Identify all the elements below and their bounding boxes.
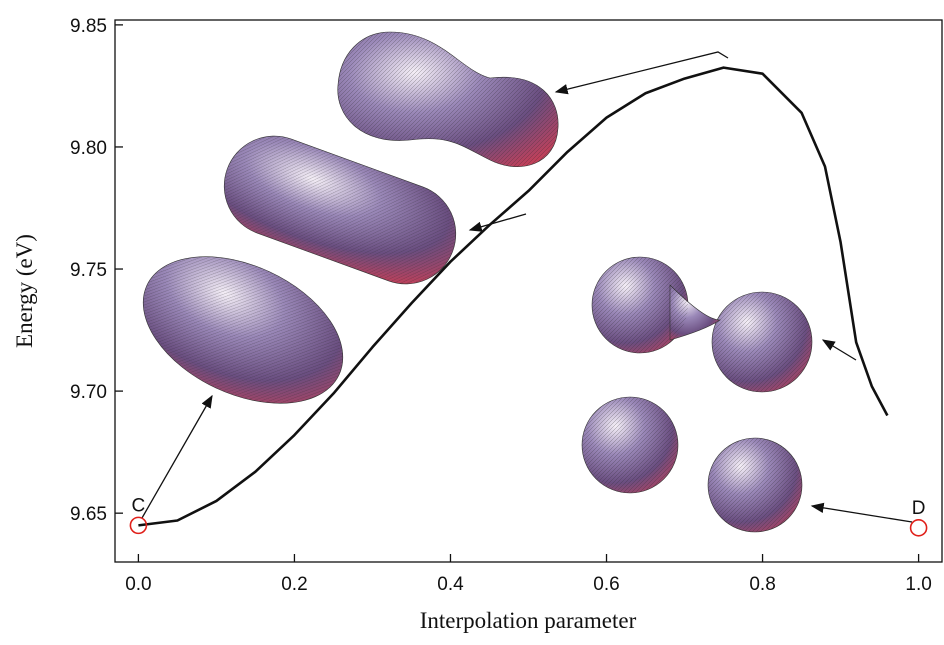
endpoint-marker [909, 519, 928, 537]
y-tick-label: 9.70 [70, 382, 107, 403]
plot-frame [114, 19, 943, 563]
illustrations [142, 31, 813, 533]
y-tick-label: 9.80 [70, 138, 107, 159]
endpoint-marker [129, 516, 148, 535]
arrow [468, 213, 527, 232]
capsule-shape [223, 135, 457, 285]
x-tick-label: 0.2 [281, 574, 307, 595]
endpoint-label: D [912, 498, 926, 519]
arrow [821, 339, 857, 361]
y-tick-label: 9.75 [70, 260, 107, 281]
arrows [141, 51, 913, 523]
y-axis-title: Energy (eV) [12, 234, 37, 348]
arrow [554, 51, 729, 95]
endpoint-label: C [132, 495, 146, 516]
x-axis-title: Interpolation parameter [420, 608, 637, 633]
y-tick-label: 9.65 [70, 504, 107, 525]
y-tick-label: 9.85 [70, 16, 107, 37]
x-tick-label: 1.0 [905, 574, 931, 595]
arrow [141, 394, 213, 519]
necked-spheres [591, 256, 813, 393]
ellipsoid-shape [142, 256, 344, 404]
peanut-shape [337, 31, 559, 167]
energy-line [138, 66, 889, 527]
x-tick-label: 0.8 [749, 574, 775, 595]
x-tick-label: 0.6 [593, 574, 619, 595]
separate-spheres [581, 396, 803, 533]
x-tick-label: 0.4 [437, 574, 464, 595]
arrow [810, 502, 913, 523]
x-tick-label: 0.0 [125, 574, 151, 595]
